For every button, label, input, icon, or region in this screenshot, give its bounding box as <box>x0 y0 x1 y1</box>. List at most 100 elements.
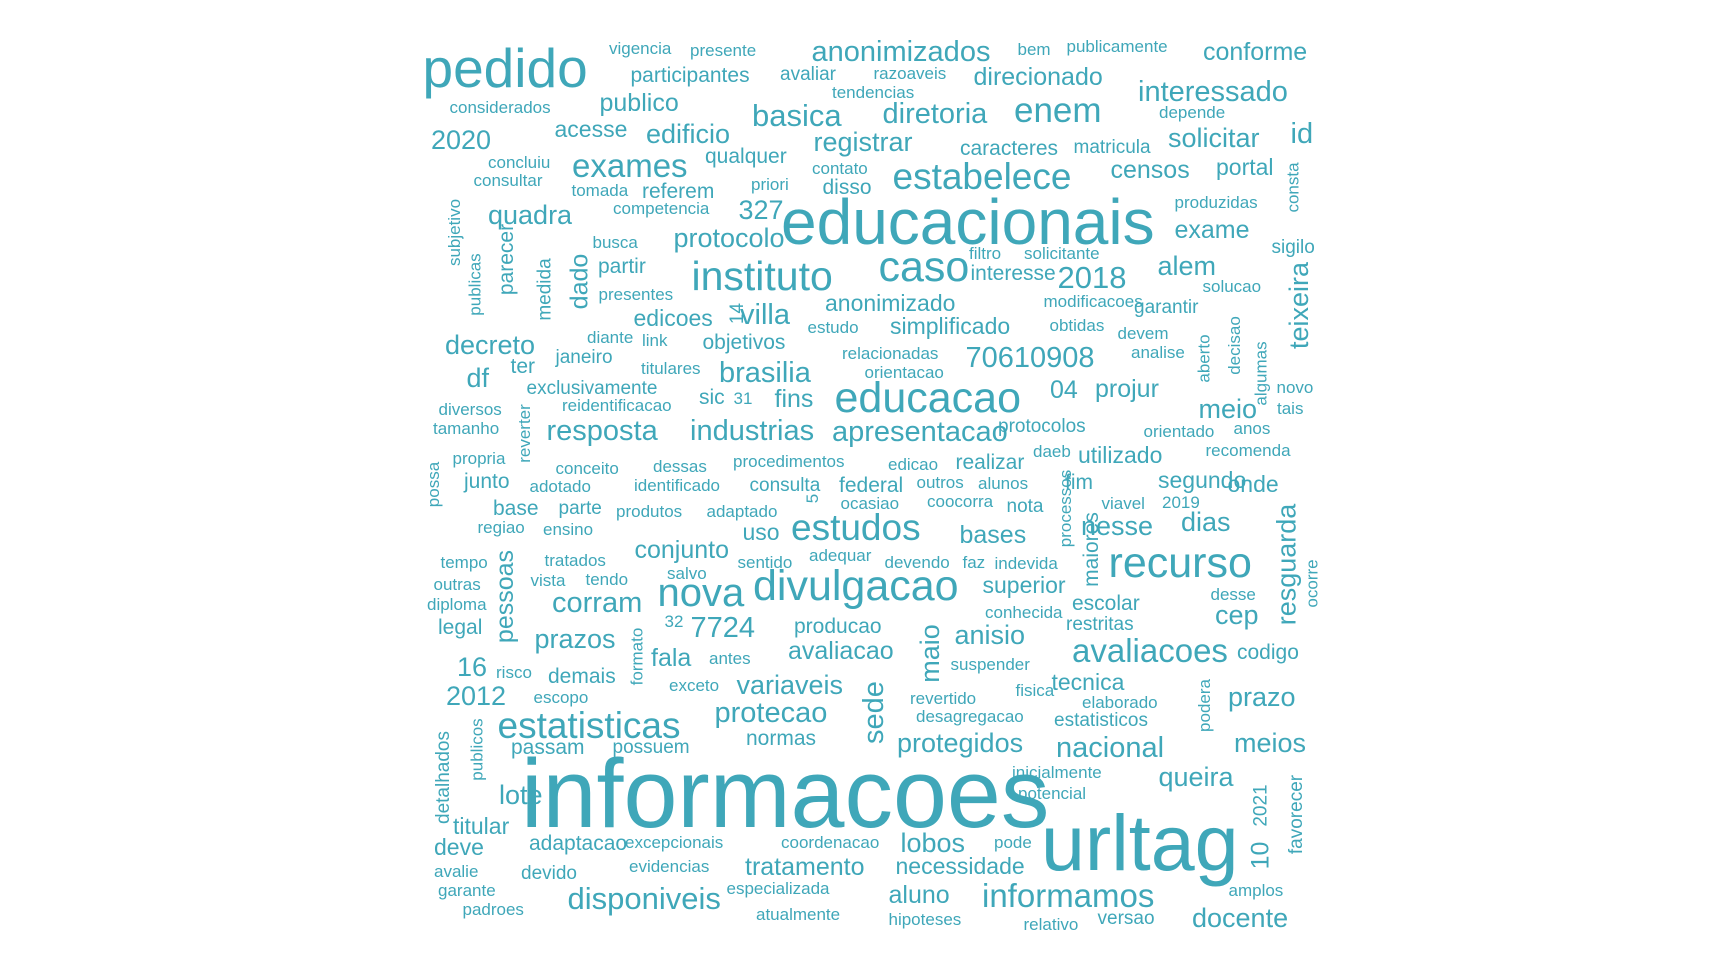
word-2012: 2012 <box>446 680 507 711</box>
word-desagregacao: desagregacao <box>916 706 1024 726</box>
word-16: 16 <box>457 651 488 682</box>
word-suspender: suspender <box>950 654 1030 674</box>
word-nota: nota <box>1006 495 1044 517</box>
word-tendo: tendo <box>585 569 629 589</box>
word-fala: fala <box>651 643 692 672</box>
word-nacional: nacional <box>1056 731 1165 764</box>
word-apresentacao: apresentacao <box>832 415 1008 448</box>
word-14: 14 <box>726 302 748 324</box>
word-obtidas: obtidas <box>1049 315 1105 335</box>
word-exame: exame <box>1174 215 1250 244</box>
word-analise: analise <box>1131 342 1185 362</box>
word-escolar: escolar <box>1072 591 1140 615</box>
word-pedido: pedido <box>422 36 588 99</box>
word-tratamento: tratamento <box>745 852 865 881</box>
word-ocorre: ocorre <box>1302 558 1322 608</box>
word-meio: meio <box>1198 393 1258 424</box>
word-adequar: adequar <box>809 545 872 565</box>
word-villa: villa <box>740 298 790 331</box>
word-caracteres: caracteres <box>960 136 1059 160</box>
word-alunos: alunos <box>978 473 1029 493</box>
word-diretoria: diretoria <box>882 97 988 130</box>
word-divulgacao: divulgacao <box>753 561 959 610</box>
word-conforme: conforme <box>1203 37 1308 66</box>
word-base: base <box>493 496 539 520</box>
word-basica: basica <box>752 97 842 133</box>
word-identificado: identificado <box>634 475 721 495</box>
word-recomenda: recomenda <box>1205 440 1291 460</box>
word-demais: demais <box>548 664 616 688</box>
word-superior: superior <box>982 571 1066 598</box>
word-competencia: competencia <box>613 198 710 218</box>
word-algumas: algumas <box>1251 340 1271 406</box>
word-protecao: protecao <box>714 696 828 729</box>
word-tecnica: tecnica <box>1051 668 1125 695</box>
word-devem: devem <box>1117 323 1169 343</box>
word-necessidade: necessidade <box>895 852 1025 879</box>
word-avaliar: avaliar <box>780 63 836 85</box>
word-interessado: interessado <box>1138 75 1288 108</box>
word-direcionado: direcionado <box>973 62 1103 91</box>
word-maio: maio <box>914 623 945 683</box>
word-fisica: fisica <box>1015 680 1055 700</box>
word-recurso: recurso <box>1108 538 1252 587</box>
word-razoaveis: razoaveis <box>873 63 947 83</box>
word-id: id <box>1290 117 1314 150</box>
word-regiao: regiao <box>477 517 525 537</box>
word-sic: sic <box>699 385 725 409</box>
word-padroes: padroes <box>462 899 524 919</box>
word-objetivos: objetivos <box>702 330 786 354</box>
word-produzidas: produzidas <box>1174 192 1258 212</box>
word-queira: queira <box>1158 761 1234 792</box>
word-anonimizado: anonimizado <box>825 289 956 316</box>
word-disso: disso <box>822 175 872 199</box>
word-pode: pode <box>994 832 1032 852</box>
word-pessoas: pessoas <box>490 549 519 643</box>
word-educacionais: educacionais <box>781 186 1155 258</box>
word-processos: processos <box>1055 469 1075 547</box>
word-fins: fins <box>774 384 814 413</box>
word-uso: uso <box>742 518 780 545</box>
word-resguarda: resguarda <box>1271 503 1302 625</box>
word-educacao: educacao <box>834 373 1022 422</box>
word-conjunto: conjunto <box>634 535 730 564</box>
word-possuem: possuem <box>612 736 690 758</box>
word-docente: docente <box>1192 902 1289 933</box>
word-nesse: nesse <box>1081 510 1154 541</box>
word-enem: enem <box>1014 90 1102 130</box>
word-bases: bases <box>959 520 1027 549</box>
word-estudo: estudo <box>807 317 859 337</box>
word-cep: cep <box>1215 599 1259 630</box>
word-interesse: interesse <box>970 261 1056 285</box>
word-dessas: dessas <box>653 456 707 476</box>
word-segundo: segundo <box>1158 466 1247 493</box>
word-risco: risco <box>496 662 532 682</box>
word-ter: ter <box>510 354 536 378</box>
word-publicamente: publicamente <box>1066 36 1168 56</box>
word-publico: publico <box>599 88 679 117</box>
word-corram: corram <box>552 586 643 619</box>
word-acesse: acesse <box>554 115 628 142</box>
word-vista: vista <box>530 570 566 590</box>
word-maiores: maiores <box>1079 511 1103 587</box>
word-urltag: urltag <box>1041 797 1239 887</box>
word-titulares: titulares <box>641 358 701 378</box>
word-31: 31 <box>733 388 753 408</box>
word-censos: censos <box>1110 155 1190 184</box>
word-anos: anos <box>1233 418 1271 438</box>
word-tempo: tempo <box>440 552 488 572</box>
word-instituto: instituto <box>691 252 833 299</box>
word-7724: 7724 <box>690 611 756 644</box>
word-reidentificacao: reidentificacao <box>562 395 672 415</box>
word-conceito: conceito <box>555 458 619 478</box>
word-portal: portal <box>1216 153 1274 180</box>
word-busca: busca <box>592 232 638 252</box>
word-consultar: consultar <box>473 170 543 190</box>
word-excepcionais: excepcionais <box>625 832 724 852</box>
word-vigencia: vigencia <box>609 38 672 58</box>
word-anisio: anisio <box>954 619 1026 650</box>
word-garantir: garantir <box>1134 296 1199 318</box>
word-informamos: informamos <box>982 876 1155 914</box>
word-avaliacoes: avaliacoes <box>1072 631 1228 669</box>
